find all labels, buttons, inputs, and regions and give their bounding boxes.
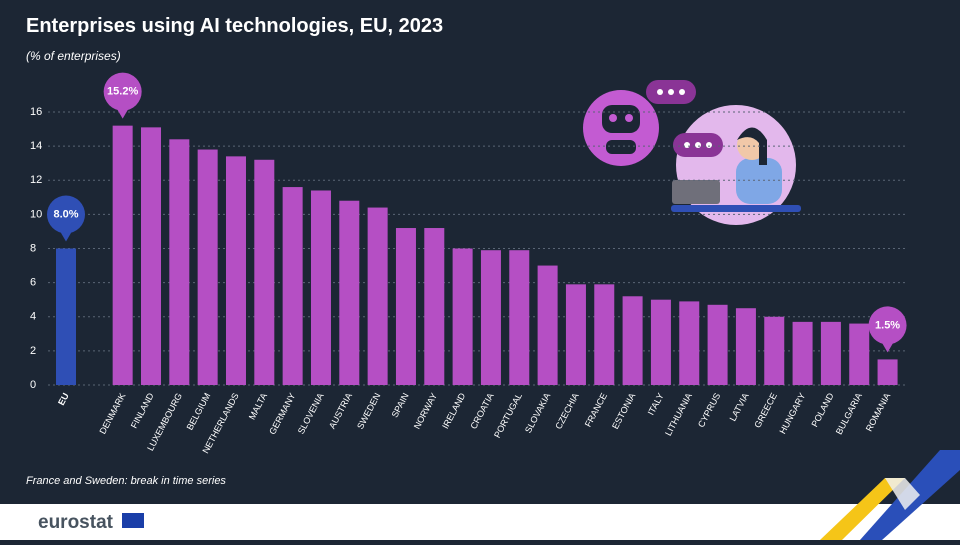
y-tick-label: 6 [30,277,36,289]
bar [679,301,700,385]
bar [452,248,473,385]
bar [707,304,728,385]
callout [868,306,907,345]
bar [197,149,218,385]
footer [0,504,960,540]
y-tick-label: 2 [30,345,36,357]
eu-flag [122,513,144,528]
bar [820,321,841,385]
bar [367,207,388,385]
bar [56,248,76,385]
bar [282,187,303,385]
bar [169,139,190,385]
bar [792,321,813,385]
bar [650,299,671,385]
y-tick-label: 0 [30,379,36,391]
bar [877,359,898,385]
chart-title: Enterprises using AI technologies, EU, 2… [26,15,443,37]
bar [225,156,246,385]
value-label: 1.5% [875,319,900,331]
callout [103,72,142,111]
bar [310,190,331,385]
logo: eurostat [38,512,114,533]
y-tick-label: 8 [30,242,36,254]
callout [47,195,85,234]
value-label: 15.2% [107,86,138,98]
bar [735,308,756,385]
y-tick-label: 16 [30,106,42,118]
bar [254,159,275,385]
bar [764,316,785,385]
decor-stripe [885,478,920,510]
bar [140,127,161,385]
y-tick-label: 14 [30,140,42,152]
bar [622,296,643,385]
bar [395,228,416,385]
bar [339,200,360,385]
bar [480,250,501,385]
illustration [583,80,801,225]
note: France and Sweden: break in time series [26,475,226,487]
bar [112,125,133,386]
bar [509,250,530,385]
chart-subtitle: (% of enterprises) [26,49,121,63]
y-tick-label: 12 [30,174,42,186]
y-tick-label: 10 [30,208,42,220]
bar [849,323,870,385]
bar [594,284,615,385]
bar [424,228,445,385]
value-label: 8.0% [53,208,78,220]
bar [537,265,558,385]
bar [565,284,586,385]
decor-stripe [820,478,905,540]
y-tick-label: 4 [30,311,36,323]
